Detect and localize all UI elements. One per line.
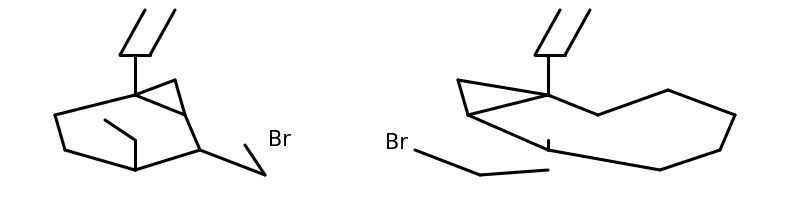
Text: Br: Br [268, 130, 291, 150]
Text: Br: Br [385, 133, 408, 153]
